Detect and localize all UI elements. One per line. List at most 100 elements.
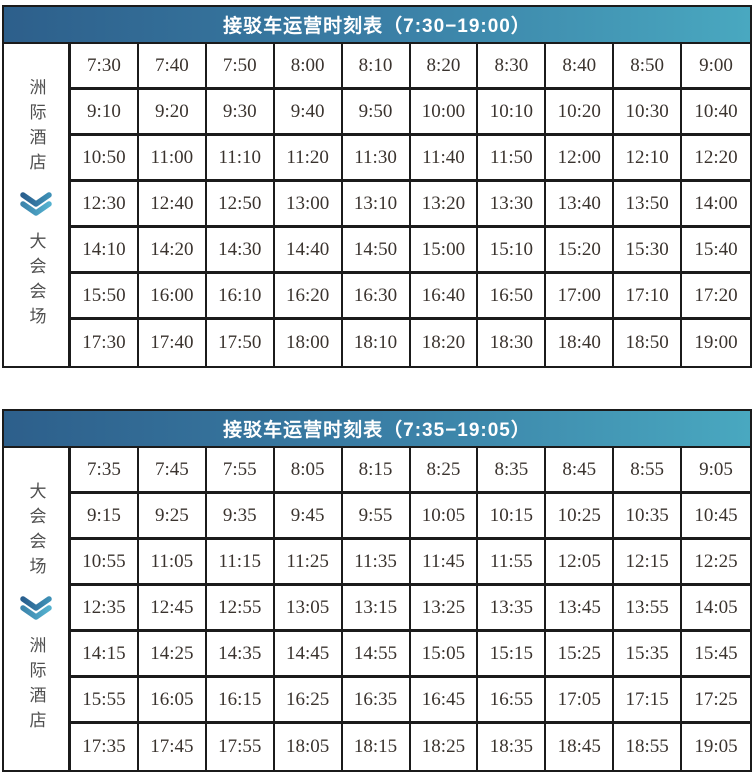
time-cell: 12:40 — [138, 182, 207, 228]
time-cell: 15:45 — [682, 632, 750, 678]
time-cell: 8:40 — [546, 44, 615, 90]
time-cell: 9:20 — [138, 90, 207, 136]
time-cell: 17:30 — [71, 320, 139, 366]
time-cell: 18:40 — [546, 320, 615, 366]
time-cell: 10:35 — [614, 494, 683, 540]
time-cell: 17:05 — [546, 678, 615, 724]
time-cell: 15:50 — [71, 274, 139, 320]
route-origin-label: 大会会场 — [26, 482, 46, 582]
time-cell: 16:20 — [274, 274, 343, 320]
time-cell: 19:05 — [682, 724, 750, 770]
time-cell: 11:15 — [206, 540, 275, 586]
time-cell: 17:40 — [138, 320, 207, 366]
time-cell: 9:35 — [206, 494, 275, 540]
time-cell: 10:10 — [478, 90, 547, 136]
timetable-header: 接驳车运营时刻表（7:35−19:05） — [4, 411, 750, 448]
route-origin-label: 洲际酒店 — [26, 78, 46, 178]
time-cell: 10:50 — [71, 136, 139, 182]
time-cell: 18:30 — [478, 320, 547, 366]
time-cell: 10:45 — [682, 494, 750, 540]
time-cell: 12:25 — [682, 540, 750, 586]
time-cell: 10:15 — [478, 494, 547, 540]
time-cell: 8:05 — [274, 448, 343, 494]
time-cell: 9:05 — [682, 448, 750, 494]
time-cell: 18:35 — [478, 724, 547, 770]
time-cell: 11:30 — [342, 136, 411, 182]
time-cell: 14:45 — [274, 632, 343, 678]
time-cell: 11:55 — [478, 540, 547, 586]
time-cell: 19:00 — [682, 320, 750, 366]
time-cell: 11:10 — [206, 136, 275, 182]
time-cell: 15:35 — [614, 632, 683, 678]
time-cell: 11:05 — [138, 540, 207, 586]
timetable-body: 大会会场 洲际酒店 7:35 7:45 7:55 8:05 8:15 8:25 8 — [4, 448, 750, 770]
time-cell: 10:40 — [682, 90, 750, 136]
double-chevron-down-icon — [20, 192, 52, 216]
time-cell: 16:50 — [478, 274, 547, 320]
time-cell: 15:25 — [546, 632, 615, 678]
time-cell: 17:55 — [206, 724, 275, 770]
time-cell: 17:10 — [614, 274, 683, 320]
time-cell: 9:25 — [138, 494, 207, 540]
time-cell: 16:35 — [342, 678, 411, 724]
time-cell: 13:40 — [546, 182, 615, 228]
time-cell: 14:35 — [206, 632, 275, 678]
time-cell: 9:30 — [206, 90, 275, 136]
time-cell: 12:10 — [614, 136, 683, 182]
time-cell: 12:35 — [71, 586, 139, 632]
time-cell: 8:45 — [546, 448, 615, 494]
time-cell: 14:40 — [274, 228, 343, 274]
route-destination-label: 洲际酒店 — [26, 636, 46, 736]
time-cell: 18:20 — [410, 320, 479, 366]
time-cell: 9:55 — [342, 494, 411, 540]
time-cell: 17:00 — [546, 274, 615, 320]
time-cell: 10:05 — [410, 494, 479, 540]
time-cell: 18:55 — [614, 724, 683, 770]
route-destination-label: 大会会场 — [26, 232, 46, 332]
double-chevron-down-icon — [20, 596, 52, 620]
time-cell: 13:30 — [478, 182, 547, 228]
time-cell: 17:20 — [682, 274, 750, 320]
time-cell: 13:45 — [546, 586, 615, 632]
time-cell: 9:15 — [71, 494, 139, 540]
time-cell: 15:05 — [410, 632, 479, 678]
time-cell: 14:00 — [682, 182, 750, 228]
timetable-title: 接驳车运营时刻表（7:30−19:00） — [223, 16, 531, 37]
timetable-title: 接驳车运营时刻表（7:35−19:05） — [223, 420, 531, 441]
time-cell: 8:15 — [342, 448, 411, 494]
time-cell: 7:55 — [206, 448, 275, 494]
time-cell: 11:45 — [410, 540, 479, 586]
time-cell: 9:50 — [342, 90, 411, 136]
time-cell: 7:50 — [206, 44, 275, 90]
time-cell: 12:30 — [71, 182, 139, 228]
time-cell: 16:10 — [206, 274, 275, 320]
time-cell: 10:30 — [614, 90, 683, 136]
time-cell: 15:10 — [478, 228, 547, 274]
time-cell: 11:50 — [478, 136, 547, 182]
time-cell: 12:45 — [138, 586, 207, 632]
time-cell: 16:40 — [410, 274, 479, 320]
time-cell: 13:25 — [410, 586, 479, 632]
time-cell: 11:35 — [342, 540, 411, 586]
timetable-card-venue-to-hotel: 接驳车运营时刻表（7:35−19:05） 大会会场 — [2, 409, 752, 772]
time-cell: 17:45 — [138, 724, 207, 770]
time-cell: 11:20 — [274, 136, 343, 182]
time-cell: 9:00 — [682, 44, 750, 90]
route-column: 洲际酒店 大会会场 — [4, 44, 71, 366]
time-cell: 10:25 — [546, 494, 615, 540]
timetable-body: 洲际酒店 大会会场 7:30 7:40 7:50 8:00 8:10 8:20 8 — [4, 44, 750, 366]
time-cell: 11:00 — [138, 136, 207, 182]
time-cell: 15:40 — [682, 228, 750, 274]
time-cell: 7:40 — [138, 44, 207, 90]
time-cell: 16:30 — [342, 274, 411, 320]
time-cell: 18:45 — [546, 724, 615, 770]
time-cell: 16:15 — [206, 678, 275, 724]
time-cell: 13:50 — [614, 182, 683, 228]
time-cell: 13:55 — [614, 586, 683, 632]
time-cell: 13:35 — [478, 586, 547, 632]
time-cell: 8:30 — [478, 44, 547, 90]
time-cell: 7:35 — [71, 448, 139, 494]
time-cell: 17:35 — [71, 724, 139, 770]
time-cell: 9:10 — [71, 90, 139, 136]
